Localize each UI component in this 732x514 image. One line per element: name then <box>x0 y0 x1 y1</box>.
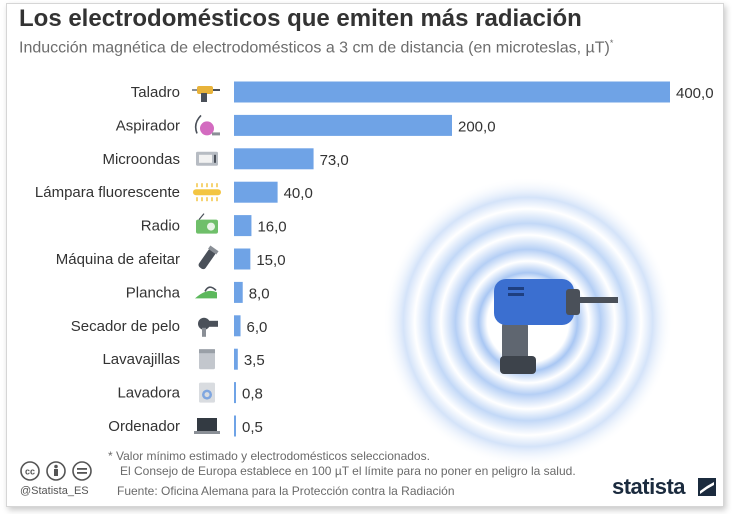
social-handle: @Statista_ES <box>20 485 89 497</box>
chart-row: Lámpara fluorescente 40,0 <box>35 181 313 203</box>
category-label: Taladro <box>131 84 180 101</box>
value-label: 8,0 <box>249 285 270 302</box>
category-label: Microondas <box>102 151 180 168</box>
footnote-line-2: El Consejo de Europa establece en 100 µT… <box>120 464 576 478</box>
bar <box>234 181 278 203</box>
chart-row: Taladro 400,0 <box>131 81 714 103</box>
category-label: Radio <box>141 218 180 235</box>
source-text: Fuente: Oficina Alemana para la Protecci… <box>117 484 455 498</box>
large-drill-icon <box>494 279 618 374</box>
chart-row: Aspirador 200,0 <box>116 114 496 136</box>
bar <box>234 415 236 437</box>
iron-icon <box>195 286 217 299</box>
chart-row: Microondas 73,0 <box>102 148 349 170</box>
chart-rows: Taladro 400,0 Aspirador 200,0 Microondas 73,0… <box>35 81 714 437</box>
bar <box>234 114 452 136</box>
category-label: Secador de pelo <box>71 318 180 335</box>
cc-icon: cc <box>20 461 40 481</box>
category-label: Máquina de afeitar <box>56 251 180 268</box>
value-label: 0,5 <box>242 419 263 436</box>
chart-row: Máquina de afeitar 15,0 <box>56 245 286 270</box>
chart-title: Los electrodomésticos que emiten más rad… <box>19 5 582 32</box>
chart-row: Lavadora 0,8 <box>117 382 263 404</box>
subtitle-footnote-mark: * <box>609 38 614 48</box>
chart-subtitle: Inducción magnética de electrodomésticos… <box>19 38 709 57</box>
value-label: 40,0 <box>284 185 313 202</box>
statista-logo: statista <box>612 474 686 499</box>
hair-dryer-icon <box>198 317 218 337</box>
dishwasher-icon <box>199 349 215 370</box>
value-label: 73,0 <box>320 152 349 169</box>
chart-row: Secador de pelo 6,0 <box>71 315 268 337</box>
chart-row: Plancha 8,0 <box>126 281 270 303</box>
microwave-icon <box>196 151 218 166</box>
bar <box>234 315 241 337</box>
category-label: Aspirador <box>116 117 180 134</box>
no-derivatives-icon <box>72 461 92 481</box>
shaver-icon <box>198 245 219 270</box>
subtitle-text: Inducción magnética de electrodomésticos… <box>19 39 610 57</box>
category-label: Ordenador <box>108 418 180 435</box>
statista-logo-mark <box>698 478 716 496</box>
chart-row: Lavavajillas 3,5 <box>102 348 265 370</box>
radio-icon <box>196 213 218 234</box>
footnote: * Valor mínimo estimado y electrodomésti… <box>108 449 628 479</box>
bar <box>234 281 243 303</box>
chart-row: Ordenador 0,5 <box>108 415 263 437</box>
value-label: 200,0 <box>458 118 496 135</box>
value-label: 6,0 <box>247 319 268 336</box>
value-label: 15,0 <box>256 252 285 269</box>
value-label: 0,8 <box>242 386 263 403</box>
bar <box>234 348 238 370</box>
chart-row: Radio 16,0 <box>141 213 287 237</box>
bar <box>234 215 252 237</box>
vacuum-icon <box>194 114 220 136</box>
value-label: 400,0 <box>676 85 714 102</box>
laptop-icon <box>194 418 220 434</box>
category-label: Lavadora <box>117 385 180 402</box>
value-label: 16,0 <box>257 219 286 236</box>
bar <box>234 248 251 270</box>
drill-illustration <box>383 177 673 467</box>
bar <box>234 81 670 103</box>
drill-icon <box>192 86 220 102</box>
license-icons: cc <box>20 461 92 481</box>
fluorescent-lamp-icon <box>193 183 221 202</box>
attribution-icon <box>46 461 66 481</box>
bar <box>234 148 314 170</box>
category-label: Plancha <box>126 284 181 301</box>
category-label: Lavavajillas <box>102 351 180 368</box>
footnote-line-1: * Valor mínimo estimado y electrodomésti… <box>108 449 430 463</box>
washing-machine-icon <box>199 382 215 403</box>
category-label: Lámpara fluorescente <box>35 184 180 201</box>
svg-text:cc: cc <box>25 467 35 477</box>
value-label: 3,5 <box>244 352 265 369</box>
bar <box>234 382 236 404</box>
